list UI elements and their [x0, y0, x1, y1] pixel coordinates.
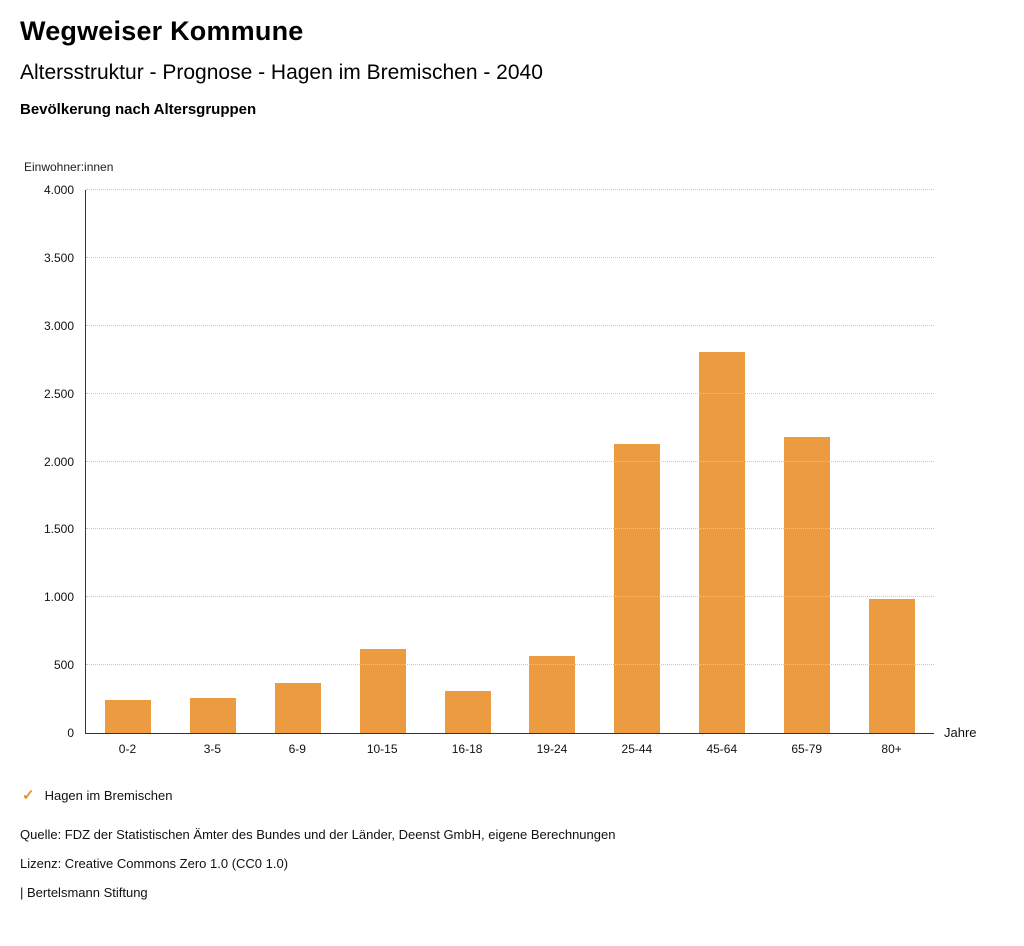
- y-tick-label: 500: [53, 658, 74, 673]
- page-subtitle: Altersstruktur - Prognose - Hagen im Bre…: [20, 61, 543, 84]
- x-tick-label-10-15: 10-15: [366, 742, 398, 756]
- footer: Quelle: FDZ der Statistischen Ämter des …: [20, 827, 1004, 900]
- page-title: Wegweiser Kommune: [20, 16, 304, 46]
- y-tick-label: 2.000: [43, 454, 74, 469]
- bar-column: [425, 190, 510, 733]
- license-text: Lizenz: Creative Commons Zero 1.0 (CC0 1…: [20, 856, 289, 871]
- bars-container: [86, 190, 934, 733]
- x-tick-label-45-64: 45-64: [706, 742, 738, 756]
- bar-80+[interactable]: [868, 598, 915, 733]
- x-tick-label-65-79: 65-79: [791, 742, 823, 756]
- bar-column: [86, 190, 171, 733]
- bar-column: [680, 190, 765, 733]
- check-icon: ✓: [22, 787, 35, 804]
- y-tick-label: 1.500: [43, 522, 74, 537]
- x-tick-label-0-2: 0-2: [118, 742, 137, 756]
- bar-10-15[interactable]: [359, 648, 406, 733]
- x-axis-tick-labels: 0-2 3-5 6-9 10-15 16-18 19-24 25-44 45-64 65-79 8…: [85, 742, 934, 756]
- plot-wrap: Jahre 0 500 1.000 1.500 2.000 2.500 3.000 3.500…: [44, 183, 977, 740]
- bar-column: [849, 190, 934, 733]
- gridline-2000: 2.000: [44, 455, 934, 469]
- bar-column: [595, 190, 680, 733]
- x-tick-label-16-18: 16-18: [451, 742, 483, 756]
- bar-25-44[interactable]: [614, 443, 661, 733]
- bar-column: [340, 190, 425, 733]
- source-text: Quelle: FDZ der Statistischen Ämter des …: [20, 827, 616, 842]
- bar-0-2[interactable]: [105, 699, 152, 733]
- bar-3-5[interactable]: [190, 697, 237, 733]
- chart-title: Bevölkerung nach Altersgruppen: [20, 101, 257, 118]
- y-tick-label: 3.000: [43, 318, 74, 333]
- y-axis-unit-label: Einwohner:innen: [24, 160, 114, 174]
- gridline-4000: 4.000: [44, 183, 934, 197]
- x-tick-label-19-24: 19-24: [536, 742, 568, 756]
- plot-area: Jahre 0 500 1.000 1.500 2.000 2.500 3.000 3.500…: [44, 183, 977, 740]
- gridline-3500: 3.500: [44, 251, 934, 265]
- x-tick-label-25-44: 25-44: [621, 742, 653, 756]
- y-tick-label: 0: [67, 726, 74, 740]
- bar-45-64[interactable]: [698, 351, 745, 733]
- y-tick-label: 4.000: [43, 183, 74, 197]
- gridline-2500: 2.500: [44, 387, 934, 401]
- bar-19-24[interactable]: [529, 655, 576, 733]
- gridline-1000: 1.000: [44, 590, 934, 604]
- gridline-500: 500: [54, 658, 934, 672]
- gridline-3000: 3.000: [44, 319, 934, 333]
- y-tick-label: 1.000: [43, 590, 74, 605]
- bar-column: [256, 190, 341, 733]
- y-tick-label: 2.500: [43, 386, 74, 401]
- bar-column: [171, 190, 256, 733]
- x-axis-label: Jahre: [944, 725, 977, 740]
- bar-65-79[interactable]: [783, 437, 830, 733]
- bar-chart: Einwohner:innen Jahre 0 500 1.000 1.500 2.00…: [20, 160, 1004, 756]
- legend-label: Hagen im Bremischen: [44, 788, 173, 803]
- x-tick-label-6-9: 6-9: [288, 742, 306, 756]
- legend-item-hagen[interactable]: ✓ Hagen im Bremischen: [22, 788, 1004, 803]
- bar-6-9[interactable]: [274, 682, 321, 733]
- x-tick-label-3-5: 3-5: [203, 742, 222, 756]
- brand-text: | Bertelsmann Stiftung: [20, 885, 148, 900]
- gridline-1500: 1.500: [44, 522, 934, 536]
- x-tick-label-80+: 80+: [881, 742, 902, 756]
- bar-16-18[interactable]: [444, 690, 491, 733]
- bar-column: [764, 190, 849, 733]
- bar-column: [510, 190, 595, 733]
- y-tick-label: 3.500: [43, 250, 74, 265]
